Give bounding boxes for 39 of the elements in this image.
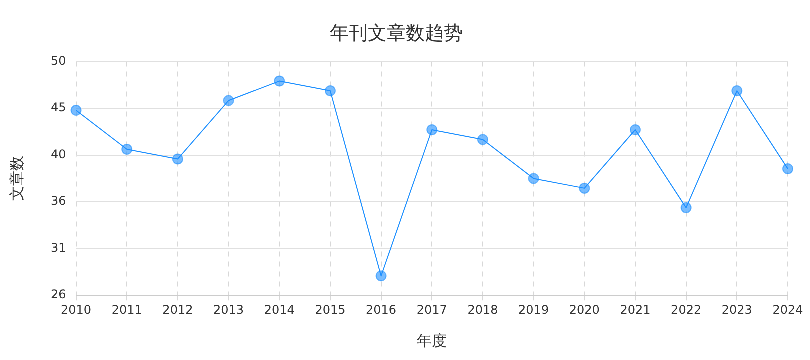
y-tick-label: 45 (50, 100, 66, 115)
point (376, 270, 387, 282)
x-tick-label: 2023 (722, 302, 752, 317)
point (426, 124, 438, 136)
x-tick-label: 2014 (264, 302, 295, 317)
point (122, 144, 133, 155)
x-tick-label: 2021 (620, 302, 651, 317)
point (223, 95, 234, 106)
y-axis-title: 文章数 (8, 156, 26, 202)
y-tick-label: 50 (50, 54, 66, 68)
point (70, 105, 82, 116)
x-tick-label: 2012 (162, 302, 194, 317)
point (477, 134, 488, 146)
x-tick-label: 2010 (60, 302, 92, 317)
x-tick-label: 2016 (366, 302, 397, 317)
x-tick-label: 2020 (569, 302, 600, 317)
x-tick-label: 2011 (112, 302, 142, 317)
point (630, 124, 641, 136)
x-tick-label: 2018 (468, 302, 498, 317)
chart-title: 年刊文章数趋势 (330, 22, 463, 44)
point (680, 202, 692, 214)
x-tick-label: 2013 (214, 302, 244, 317)
x-tick-label: 2024 (772, 302, 804, 317)
y-tick-label: 26 (50, 288, 66, 302)
point (324, 86, 336, 97)
point (782, 163, 794, 174)
x-tick-label: 2017 (416, 302, 448, 317)
point (528, 173, 540, 184)
y-tick-label: 36 (50, 194, 66, 208)
point (579, 182, 590, 194)
x-tick-label: 2019 (518, 302, 550, 317)
x-axis-title: 年度 (417, 332, 448, 350)
point (172, 154, 184, 165)
x-tick-label: 2022 (671, 302, 702, 317)
point (274, 76, 286, 87)
point (732, 86, 743, 97)
y-tick-label: 31 (50, 240, 66, 255)
x-tick-label: 2015 (315, 302, 346, 317)
y-tick-label: 40 (50, 147, 66, 162)
